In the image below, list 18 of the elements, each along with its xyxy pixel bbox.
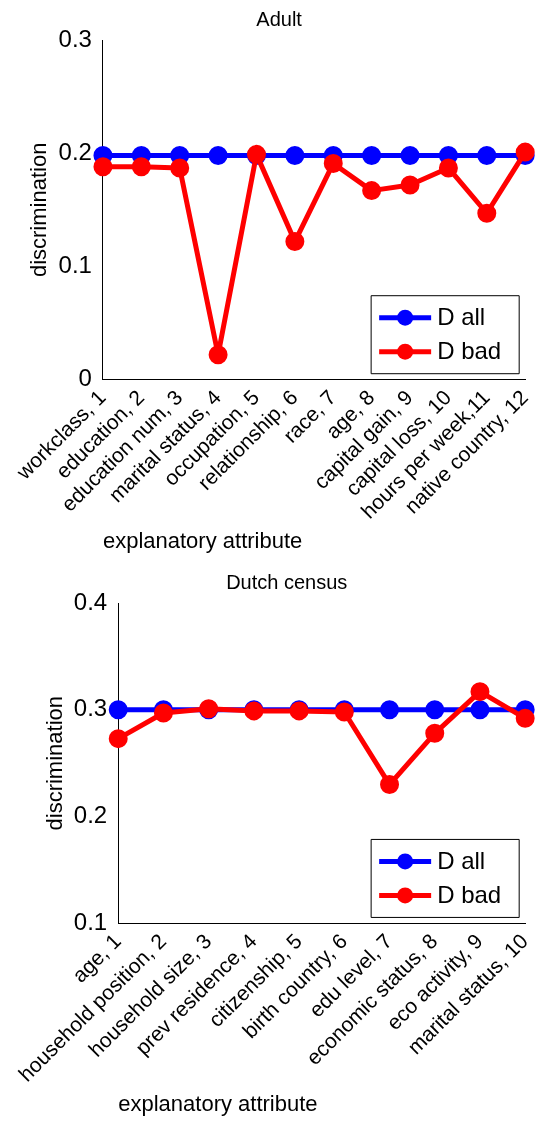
x-axis-title: explanatory attribute: [102, 527, 303, 553]
legend-label: D all: [437, 303, 486, 331]
chart-title: Dutch census: [226, 570, 348, 593]
legend-label: D bad: [437, 881, 502, 909]
y-tick-label: 0.2: [58, 137, 92, 165]
y-tick-label: 0.1: [73, 908, 108, 936]
y-tick-label: 0.4: [73, 587, 108, 615]
x-axis-title: explanatory attribute: [118, 1090, 318, 1116]
legend-label: D all: [437, 847, 486, 875]
y-tick-label: 0.3: [73, 694, 108, 722]
y-tick-label: 0: [78, 364, 92, 392]
y-axis-title: discrimination: [26, 142, 52, 278]
legend-label: D bad: [437, 337, 502, 365]
y-tick-label: 0.1: [58, 251, 92, 279]
y-axis-title: discrimination: [41, 695, 67, 831]
chart-title: Adult: [256, 7, 303, 30]
y-tick-label: 0.2: [73, 801, 108, 829]
y-tick-label: 0.3: [58, 24, 92, 52]
